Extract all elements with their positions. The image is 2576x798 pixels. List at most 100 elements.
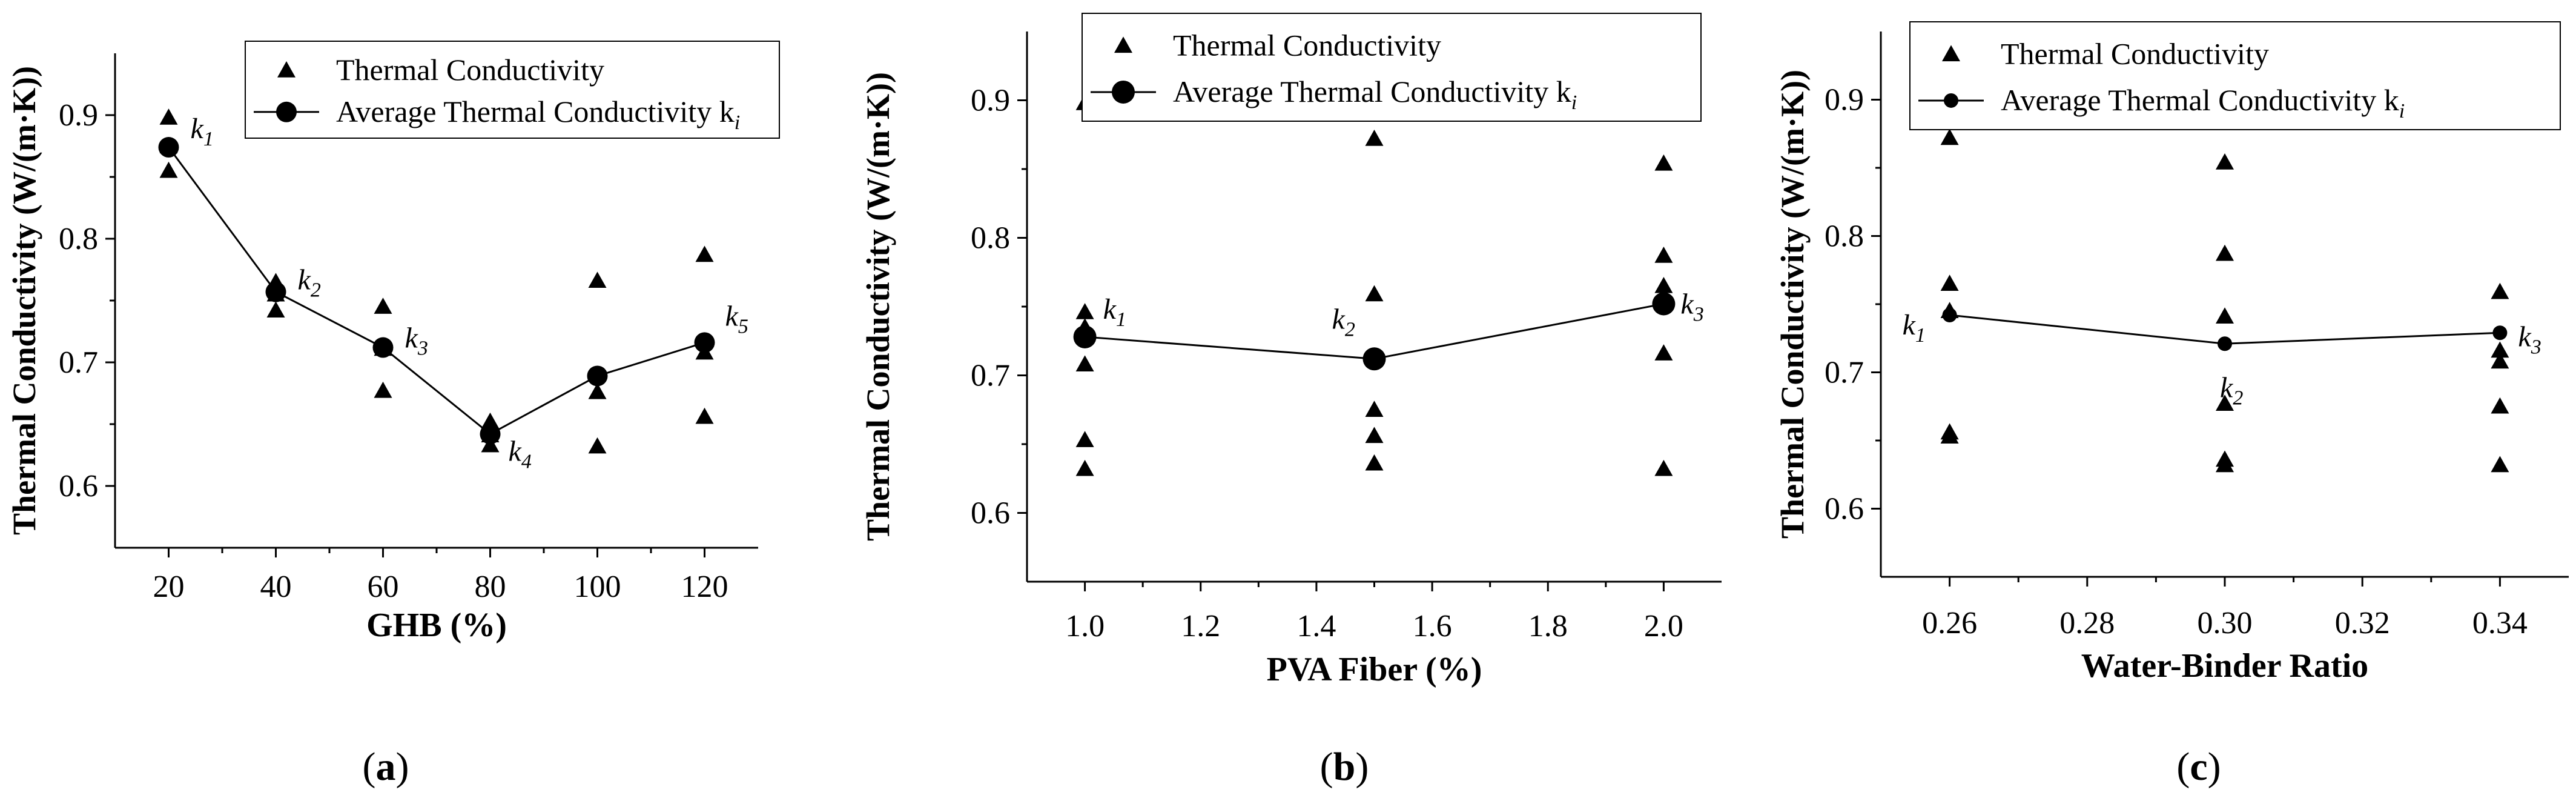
average-point: [2492, 325, 2508, 341]
thermal-conductivity-point: [1940, 274, 1959, 291]
k-annotation-sub: 3: [2531, 336, 2541, 358]
thermal-conductivity-point: [1075, 431, 1094, 447]
x-axis-title: Water-Binder Ratio: [2081, 647, 2368, 685]
panel-caption: (b): [1320, 745, 1369, 789]
k-annotation-sub: 2: [2233, 387, 2243, 409]
thermal-conductivity-point: [2491, 282, 2509, 299]
thermal-conductivity-point: [2216, 456, 2234, 473]
k-annotation: k2: [2220, 371, 2243, 409]
k-annotation-base: k: [509, 435, 523, 467]
legend-triangle-marker: [277, 61, 296, 78]
y-tick-label: 0.6: [1825, 492, 1864, 527]
y-axis-title: Thermal Conductivity (W/(m·K)): [6, 66, 42, 535]
y-tick-label: 0.7: [59, 345, 98, 380]
legend-triangle-marker: [1942, 45, 1960, 62]
thermal-conductivity-point: [1365, 130, 1384, 146]
k-annotation: k1: [1903, 309, 1926, 347]
legend: Thermal Conductivity Average Thermal Cond…: [245, 41, 780, 139]
y-tick-label: 0.9: [971, 84, 1010, 118]
legend: Thermal Conductivity Average Thermal Cond…: [1909, 21, 2561, 130]
chart-panel-b: 0.6 0.7 0.8 0.9 1.0 1.2 1.4 1.6 1.8 2.0 PVA Fiber …: [860, 13, 1722, 789]
average-point: [1652, 292, 1676, 316]
y-tick-label: 0.9: [59, 98, 98, 133]
legend-circle-marker: [1944, 93, 1958, 108]
thermal-conductivity-point: [1365, 401, 1384, 417]
average-point: [1942, 308, 1957, 322]
k-annotation-base: k: [405, 322, 419, 354]
x-tick-label: 1.0: [1065, 609, 1105, 643]
thermal-conductivity-point: [1075, 459, 1094, 476]
k-annotation-base: k: [725, 300, 739, 332]
thermal-conductivity-point: [374, 381, 392, 398]
k-annotation-base: k: [1332, 303, 1346, 335]
legend: Thermal Conductivity Average Thermal Cond…: [1082, 13, 1702, 122]
k-annotation-sub: 1: [203, 128, 214, 150]
k-annotation: k4: [509, 435, 532, 473]
thermal-conductivity-point: [1654, 247, 1673, 263]
k-annotation-base: k: [298, 264, 312, 296]
thermal-conductivity-point: [695, 245, 714, 262]
thermal-conductivity-point: [2491, 341, 2509, 358]
k-annotation: k5: [725, 300, 748, 337]
thermal-conductivity-point: [1365, 427, 1384, 444]
thermal-conductivity-point: [159, 108, 178, 125]
legend-label-text: Average Thermal Conductivity k: [1173, 75, 1571, 108]
legend-label: Average Thermal Conductivity ki: [336, 95, 740, 134]
x-tick-label: 0.26: [1922, 606, 1977, 640]
caption-open: (: [363, 745, 376, 789]
panel-caption: (c): [2176, 745, 2221, 789]
x-tick-label: 80: [475, 570, 506, 604]
x-tick-label: 20: [153, 570, 185, 604]
x-tick-label: 0.28: [2059, 606, 2115, 640]
caption-letter: a: [376, 745, 396, 789]
k-annotation-sub: 1: [1116, 308, 1126, 331]
average-point: [2218, 336, 2232, 351]
legend-box: [1082, 13, 1702, 122]
x-tick-label: 60: [368, 570, 399, 604]
legend-label: Thermal Conductivity: [1173, 28, 1441, 62]
caption-close: ): [2208, 745, 2221, 789]
thermal-conductivity-point: [588, 382, 607, 399]
average-point: [158, 137, 179, 158]
k-annotation: k1: [1103, 293, 1126, 331]
caption-open: (: [2176, 745, 2190, 789]
x-tick-label: 0.32: [2335, 606, 2390, 640]
thermal-conductivity-point: [588, 271, 607, 288]
thermal-conductivity-point: [1654, 459, 1673, 476]
x-axis-title: PVA Fiber (%): [1267, 651, 1482, 688]
legend-circle-marker: [276, 101, 297, 122]
legend-box: [1909, 21, 2561, 130]
legend-label-sub: i: [2399, 100, 2405, 122]
legend-label-sub: i: [1571, 91, 1577, 114]
legend-triangle-marker: [1114, 36, 1132, 53]
thermal-conductivity-point: [1075, 303, 1094, 319]
k-annotation-base: k: [2518, 321, 2532, 353]
y-axis-title: Thermal Conductivity (W/(m·K)): [860, 72, 896, 541]
x-axis-title: GHB (%): [366, 607, 507, 644]
k-annotation-base: k: [2220, 371, 2234, 404]
k-annotation-base: k: [1680, 288, 1694, 320]
x-tick-label: 1.6: [1413, 609, 1452, 643]
average-point: [1073, 325, 1097, 348]
x-tick-label: 100: [574, 570, 621, 604]
panel-caption: (a): [363, 745, 409, 789]
y-tick-label: 0.6: [971, 496, 1010, 531]
k-annotation: k3: [405, 322, 428, 360]
caption-open: (: [1320, 745, 1333, 789]
k-annotation-base: k: [1103, 293, 1117, 325]
y-tick-label: 0.8: [59, 222, 98, 256]
chart-panel-c: 0.6 0.7 0.8 0.9 0.26 0.28 0.30 0.32 0.34 Water-Bi…: [1774, 21, 2569, 789]
average-point: [1362, 347, 1386, 371]
k-annotation-sub: 1: [1915, 324, 1926, 347]
x-tick-label: 0.34: [2472, 606, 2528, 640]
thermal-conductivity-point: [2491, 352, 2509, 369]
x-tick-label: 1.8: [1528, 609, 1568, 643]
legend-label-text: Average Thermal Conductivity k: [336, 95, 735, 128]
legend-box: [245, 41, 780, 139]
thermal-conductivity-point: [2216, 394, 2234, 411]
x-tick-label: 120: [681, 570, 728, 604]
thermal-conductivity-point: [2216, 244, 2234, 261]
legend-label: Thermal Conductivity: [2001, 36, 2269, 70]
thermal-conductivity-point: [1365, 454, 1384, 471]
average-point: [265, 281, 286, 302]
